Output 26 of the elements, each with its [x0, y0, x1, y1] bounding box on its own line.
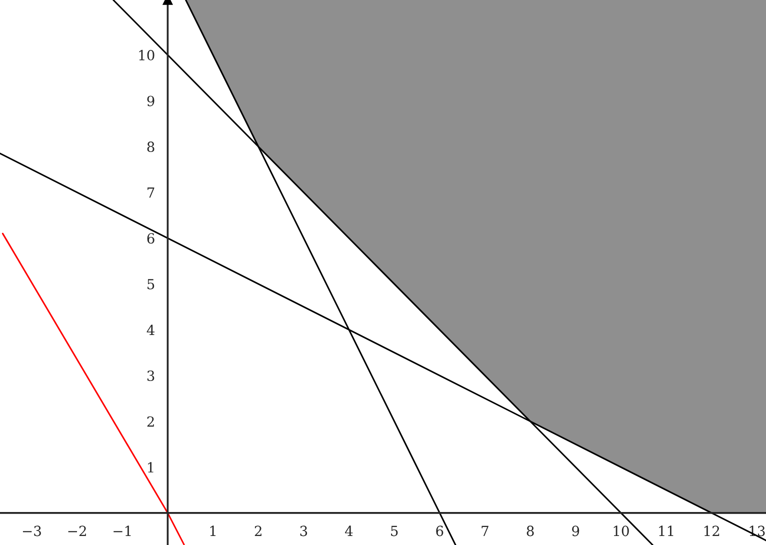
y-tick-label: 6	[147, 233, 154, 244]
x-tick-label: 4	[345, 526, 353, 536]
y-tick-label: 4	[146, 324, 155, 336]
x-tick-label: 5	[391, 526, 398, 536]
y-tick-label: 2	[147, 416, 154, 427]
y-tick-label: 7	[148, 188, 154, 198]
x-tick-label: 8	[526, 526, 534, 536]
y-tick-label: 8	[147, 142, 154, 152]
x-tick-label: 10	[614, 526, 629, 536]
x-tick-label: 12	[704, 526, 720, 536]
x-tick-label: −1	[114, 526, 131, 536]
x-tick-label: 6	[436, 526, 444, 536]
y-tick-label: 10	[139, 50, 154, 60]
x-tick-label: 2	[254, 526, 262, 536]
x-tick-label: −2	[68, 526, 86, 536]
x-tick-label: 3	[300, 526, 308, 536]
x-tick-label: 13	[750, 526, 765, 536]
x-tick-label: 9	[572, 526, 580, 536]
y-tick-label: 1	[148, 462, 154, 472]
x-tick-label: −3	[22, 526, 41, 536]
x-tick-label: 1	[210, 526, 216, 536]
x-tick-label: 7	[482, 526, 488, 536]
y-tick-label: 5	[148, 279, 154, 290]
y-tick-label: 9	[147, 96, 154, 106]
y-tick-label: 3	[147, 370, 154, 382]
x-tick-label: 11	[659, 526, 674, 536]
